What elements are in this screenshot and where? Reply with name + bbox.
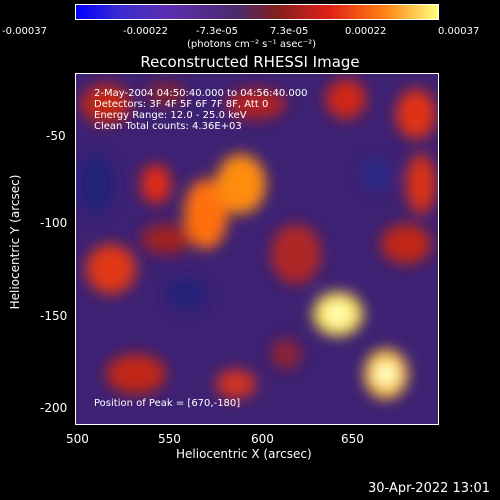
- timestamp: 30-Apr-2022 13:01: [368, 481, 490, 496]
- image-canvas: [76, 74, 438, 424]
- detectors-annotation: Detectors: 3F 4F 5F 6F 7F 8F, Att 0: [94, 99, 269, 110]
- x-axis-label: Heliocentric X (arcsec): [176, 447, 312, 461]
- y-tick: -50: [46, 129, 66, 143]
- colorbar: [75, 4, 439, 20]
- colorbar-tick: 0.00022: [345, 26, 387, 37]
- x-tick: 550: [158, 432, 181, 446]
- colorbar-tick: 7.3e-05: [270, 26, 309, 37]
- colorbar-tick: 0.00037: [438, 26, 480, 37]
- clean-annotation: Clean Total counts: 4.36E+03: [94, 121, 242, 132]
- colorbar-units: (photons cm⁻² s⁻¹ asec⁻²): [187, 39, 317, 50]
- colorbar-tick: -0.00022: [123, 26, 168, 37]
- rhessi-image[interactable]: [75, 73, 439, 425]
- plot-title: Reconstructed RHESSI Image: [140, 53, 360, 71]
- time-range-annotation: 2-May-2004 04:50:40.000 to 04:56:40.000: [94, 88, 308, 99]
- peak-position-annotation: Position of Peak = [670,-180]: [94, 398, 241, 409]
- colorbar-tick: -7.3e-05: [196, 26, 238, 37]
- energy-range-annotation: Energy Range: 12.0 - 25.0 keV: [94, 110, 247, 121]
- colorbar-tick: -0.00037: [2, 26, 47, 37]
- y-tick: -150: [40, 309, 68, 323]
- x-tick: 500: [66, 432, 89, 446]
- y-tick: -100: [40, 216, 68, 230]
- y-tick: -200: [40, 401, 68, 415]
- y-axis-label: Heliocentric Y (arcsec): [8, 174, 22, 310]
- x-tick: 650: [341, 432, 364, 446]
- x-tick: 600: [251, 432, 274, 446]
